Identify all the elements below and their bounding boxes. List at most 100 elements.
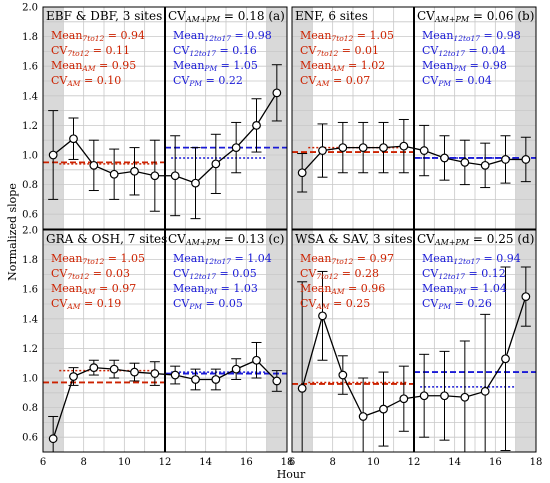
red-stat: Mean7to12 = 1.05: [300, 29, 394, 43]
y-tick-label: 1.0: [22, 151, 38, 162]
data-point: [318, 146, 327, 155]
blue-stat-name: Mean: [173, 29, 204, 42]
data-point: [440, 153, 449, 163]
data-point: [521, 155, 531, 164]
shade-region-start: [292, 7, 313, 229]
data-point: [89, 160, 99, 170]
blue-stat: CV12to17 = 0.04: [422, 44, 506, 58]
data-point: [130, 367, 139, 377]
red-stat: CV7to12 = 0.28: [300, 267, 379, 281]
blue-stat-name: Mean: [422, 252, 453, 265]
blue-stat-name: Mean: [422, 29, 453, 42]
red-stat-name: Mean: [51, 59, 82, 72]
cv-am-pm-name: CV: [168, 9, 186, 23]
red-stat-sub: AM: [66, 302, 80, 311]
blue-stat-value: = 0.12: [465, 267, 506, 280]
blue-stat-sub: PM: [437, 79, 451, 88]
red-stat-sub: AM: [315, 302, 329, 311]
data-point: [297, 383, 307, 393]
series-line: [301, 296, 527, 418]
red-stat: CVAM = 0.19: [51, 297, 121, 311]
red-stat-name: Mean: [51, 282, 82, 295]
blue-stat: CVPM = 0.04: [422, 74, 492, 88]
panel-frame: [42, 6, 288, 230]
blue-stat-sub: 12to17: [453, 34, 480, 43]
red-stat: Mean7to12 = 0.97: [300, 252, 394, 266]
data-point: [150, 171, 160, 181]
data-point: [109, 169, 119, 179]
blue-stat-name: CV: [173, 74, 190, 87]
cv-am-pm: CVAM+PM = 0.06 (b): [417, 9, 534, 24]
data-point: [69, 134, 78, 144]
blue-stat: CV12to17 = 0.05: [173, 267, 257, 281]
red-stat-name: CV: [51, 297, 68, 310]
data-point: [358, 143, 368, 153]
panel-b: ENF, 6 sites CVAM+PM = 0.06 (b)Mean7to12 …: [291, 6, 537, 230]
red-stat-sub: 7to12: [67, 49, 89, 58]
red-stat-name: CV: [300, 297, 317, 310]
blue-stat-sub: 12to17: [438, 272, 465, 281]
cv-am-pm-name: CV: [417, 9, 435, 23]
blue-stat-sub: PM: [188, 302, 202, 311]
shade-region-end: [515, 230, 536, 452]
data-point: [460, 157, 470, 167]
data-point: [399, 394, 409, 404]
red-stat-value: = 0.97: [96, 282, 137, 295]
red-stat-value: = 0.28: [338, 267, 379, 280]
y-axis-label: Normalized slope: [6, 183, 19, 281]
data-point: [338, 370, 348, 380]
data-point: [89, 363, 99, 373]
panel-frame: [291, 6, 537, 230]
red-stat-sub: AM: [81, 64, 95, 73]
blue-stat: CVPM = 0.22: [173, 74, 243, 88]
panel-frame: [291, 229, 537, 453]
red-stat-name: CV: [51, 74, 68, 87]
series-line: [52, 92, 278, 184]
blue-stat-sub: 12to17: [453, 257, 480, 266]
red-stat: CV7to12 = 0.03: [51, 267, 130, 281]
panel-title: GRA & OSH, 7 sites: [46, 232, 167, 246]
panel-frame: [42, 229, 288, 453]
red-stat-name: CV: [300, 44, 317, 57]
red-stat: CVAM = 0.07: [300, 74, 370, 88]
red-stat-name: Mean: [51, 29, 82, 42]
red-stat-value: = 0.19: [80, 297, 121, 310]
red-stat: MeanAM = 0.97: [51, 282, 136, 296]
blue-stat-name: Mean: [422, 282, 453, 295]
data-point: [272, 376, 282, 386]
blue-stat: MeanPM = 0.98: [422, 59, 507, 73]
blue-stat: Mean12to17 = 0.98: [173, 29, 272, 43]
blue-stat-value: = 0.94: [480, 252, 521, 265]
red-stat-name: CV: [300, 267, 317, 280]
y-tick-label: 0.6: [22, 210, 38, 221]
blue-stat-sub: PM: [203, 287, 217, 296]
red-stat: CVAM = 0.25: [300, 297, 370, 311]
data-point: [252, 355, 261, 365]
red-stat: MeanAM = 1.02: [300, 59, 385, 73]
red-stat-name: Mean: [300, 29, 331, 42]
data-point: [379, 404, 388, 414]
red-stat: Mean7to12 = 1.05: [51, 252, 145, 266]
shade-region-end: [515, 7, 536, 229]
data-point: [191, 178, 200, 188]
cv-am-pm-sub: AM+PM: [185, 238, 221, 247]
cv-am-pm: CVAM+PM = 0.18 (a): [168, 9, 285, 24]
x-tick-label: 10: [118, 457, 131, 468]
red-stat-sub: 7to12: [82, 257, 104, 266]
red-stat-sub: AM: [330, 64, 344, 73]
red-stat-sub: 7to12: [67, 272, 89, 281]
red-stat-value: = 0.01: [338, 44, 379, 57]
y-tick-label: 1.8: [22, 255, 38, 266]
red-stat: Mean7to12 = 0.94: [51, 29, 145, 43]
y-tick-label: 1.4: [22, 91, 38, 102]
red-stat-value: = 0.10: [80, 74, 121, 87]
blue-stat: MeanPM = 1.04: [422, 282, 507, 296]
data-point: [297, 168, 307, 178]
cv-am-pm-name: CV: [417, 232, 435, 246]
x-tick-label: 16: [240, 457, 253, 468]
cv-am-pm-value: = 0.13 (c): [220, 232, 284, 246]
panel-title: EBF & DBF, 3 sites: [46, 9, 162, 23]
red-stat-value: = 0.96: [345, 282, 386, 295]
